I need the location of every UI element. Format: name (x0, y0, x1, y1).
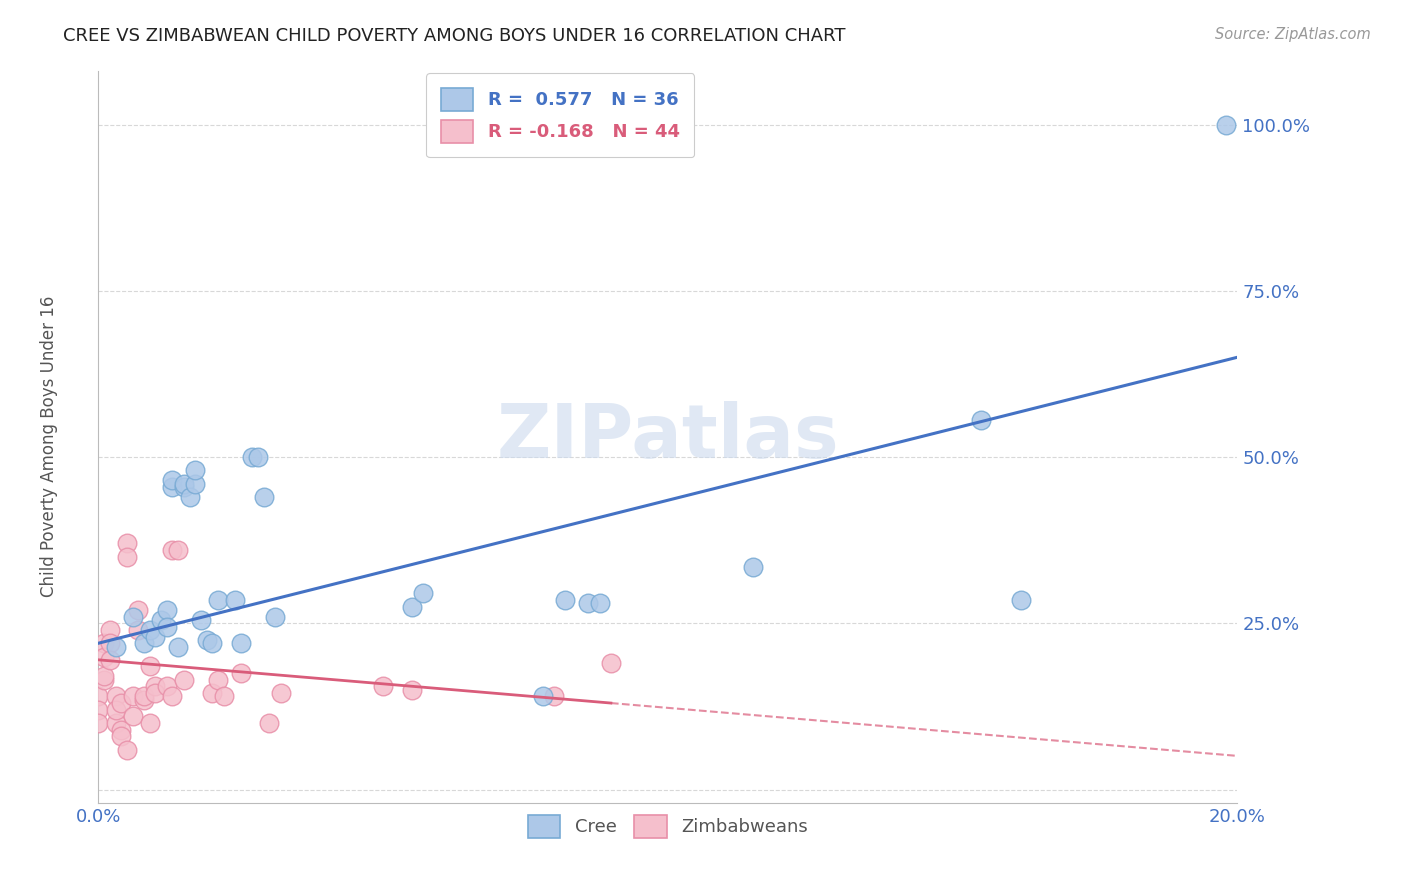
Point (162, 473, 184, 487)
Point (207, 673, 229, 687)
Point (98, 623, 121, 637)
Point (173, 673, 195, 687)
Point (87, 703, 110, 717)
Point (132, 636, 155, 650)
Point (138, 716, 160, 731)
Point (121, 709, 143, 723)
Point (201, 636, 224, 650)
Point (246, 450, 269, 464)
Point (98, 636, 121, 650)
Point (145, 680, 167, 694)
Point (115, 742, 138, 756)
Point (121, 690, 143, 704)
Text: Child Poverty Among Boys Under 16: Child Poverty Among Boys Under 16 (41, 295, 58, 597)
Point (600, 656, 623, 670)
Point (145, 686, 167, 700)
Point (162, 480, 184, 494)
Point (373, 680, 395, 694)
Point (93, 649, 115, 664)
Point (207, 593, 229, 607)
Point (162, 690, 184, 704)
Point (184, 463, 207, 477)
Point (173, 480, 195, 494)
Point (115, 549, 138, 564)
Point (229, 636, 252, 650)
Point (543, 690, 565, 704)
Point (132, 690, 155, 704)
Point (104, 690, 127, 704)
Point (138, 623, 160, 637)
Point (264, 609, 287, 624)
Point (259, 716, 281, 731)
Point (554, 593, 576, 607)
Point (1215, 118, 1237, 132)
Point (1010, 593, 1032, 607)
Point (742, 559, 765, 574)
Legend: Cree, Zimbabweans: Cree, Zimbabweans (520, 807, 815, 845)
Point (93, 673, 115, 687)
Point (145, 630, 167, 644)
Point (98, 653, 121, 667)
Point (104, 716, 127, 731)
Point (184, 476, 207, 491)
Point (93, 669, 115, 683)
Text: ZIPatlas: ZIPatlas (496, 401, 839, 474)
Point (173, 476, 195, 491)
Point (127, 623, 149, 637)
Point (162, 543, 184, 558)
Point (401, 599, 423, 614)
Point (576, 596, 599, 610)
Point (115, 536, 138, 550)
Point (531, 690, 554, 704)
Point (970, 413, 993, 427)
Point (93, 636, 115, 650)
Point (190, 613, 212, 627)
Point (104, 640, 127, 654)
Text: CREE VS ZIMBABWEAN CHILD POVERTY AMONG BOYS UNDER 16 CORRELATION CHART: CREE VS ZIMBABWEAN CHILD POVERTY AMONG B… (63, 27, 846, 45)
Point (167, 543, 190, 558)
Point (127, 603, 149, 617)
Point (132, 692, 155, 706)
Point (588, 596, 610, 610)
Point (150, 613, 173, 627)
Point (167, 640, 190, 654)
Point (121, 609, 143, 624)
Point (270, 686, 292, 700)
Text: Source: ZipAtlas.com: Source: ZipAtlas.com (1215, 27, 1371, 42)
Point (212, 690, 235, 704)
Point (138, 659, 160, 673)
Point (252, 490, 274, 504)
Point (156, 680, 179, 694)
Point (110, 723, 132, 737)
Point (201, 686, 224, 700)
Point (87, 690, 110, 704)
Point (156, 603, 179, 617)
Point (195, 632, 218, 647)
Point (224, 593, 246, 607)
Point (412, 586, 434, 600)
Point (156, 619, 179, 633)
Point (229, 666, 252, 681)
Point (87, 716, 110, 731)
Point (104, 703, 127, 717)
Point (179, 490, 201, 504)
Point (110, 729, 132, 743)
Point (240, 450, 263, 464)
Point (401, 682, 423, 697)
Point (110, 696, 132, 710)
